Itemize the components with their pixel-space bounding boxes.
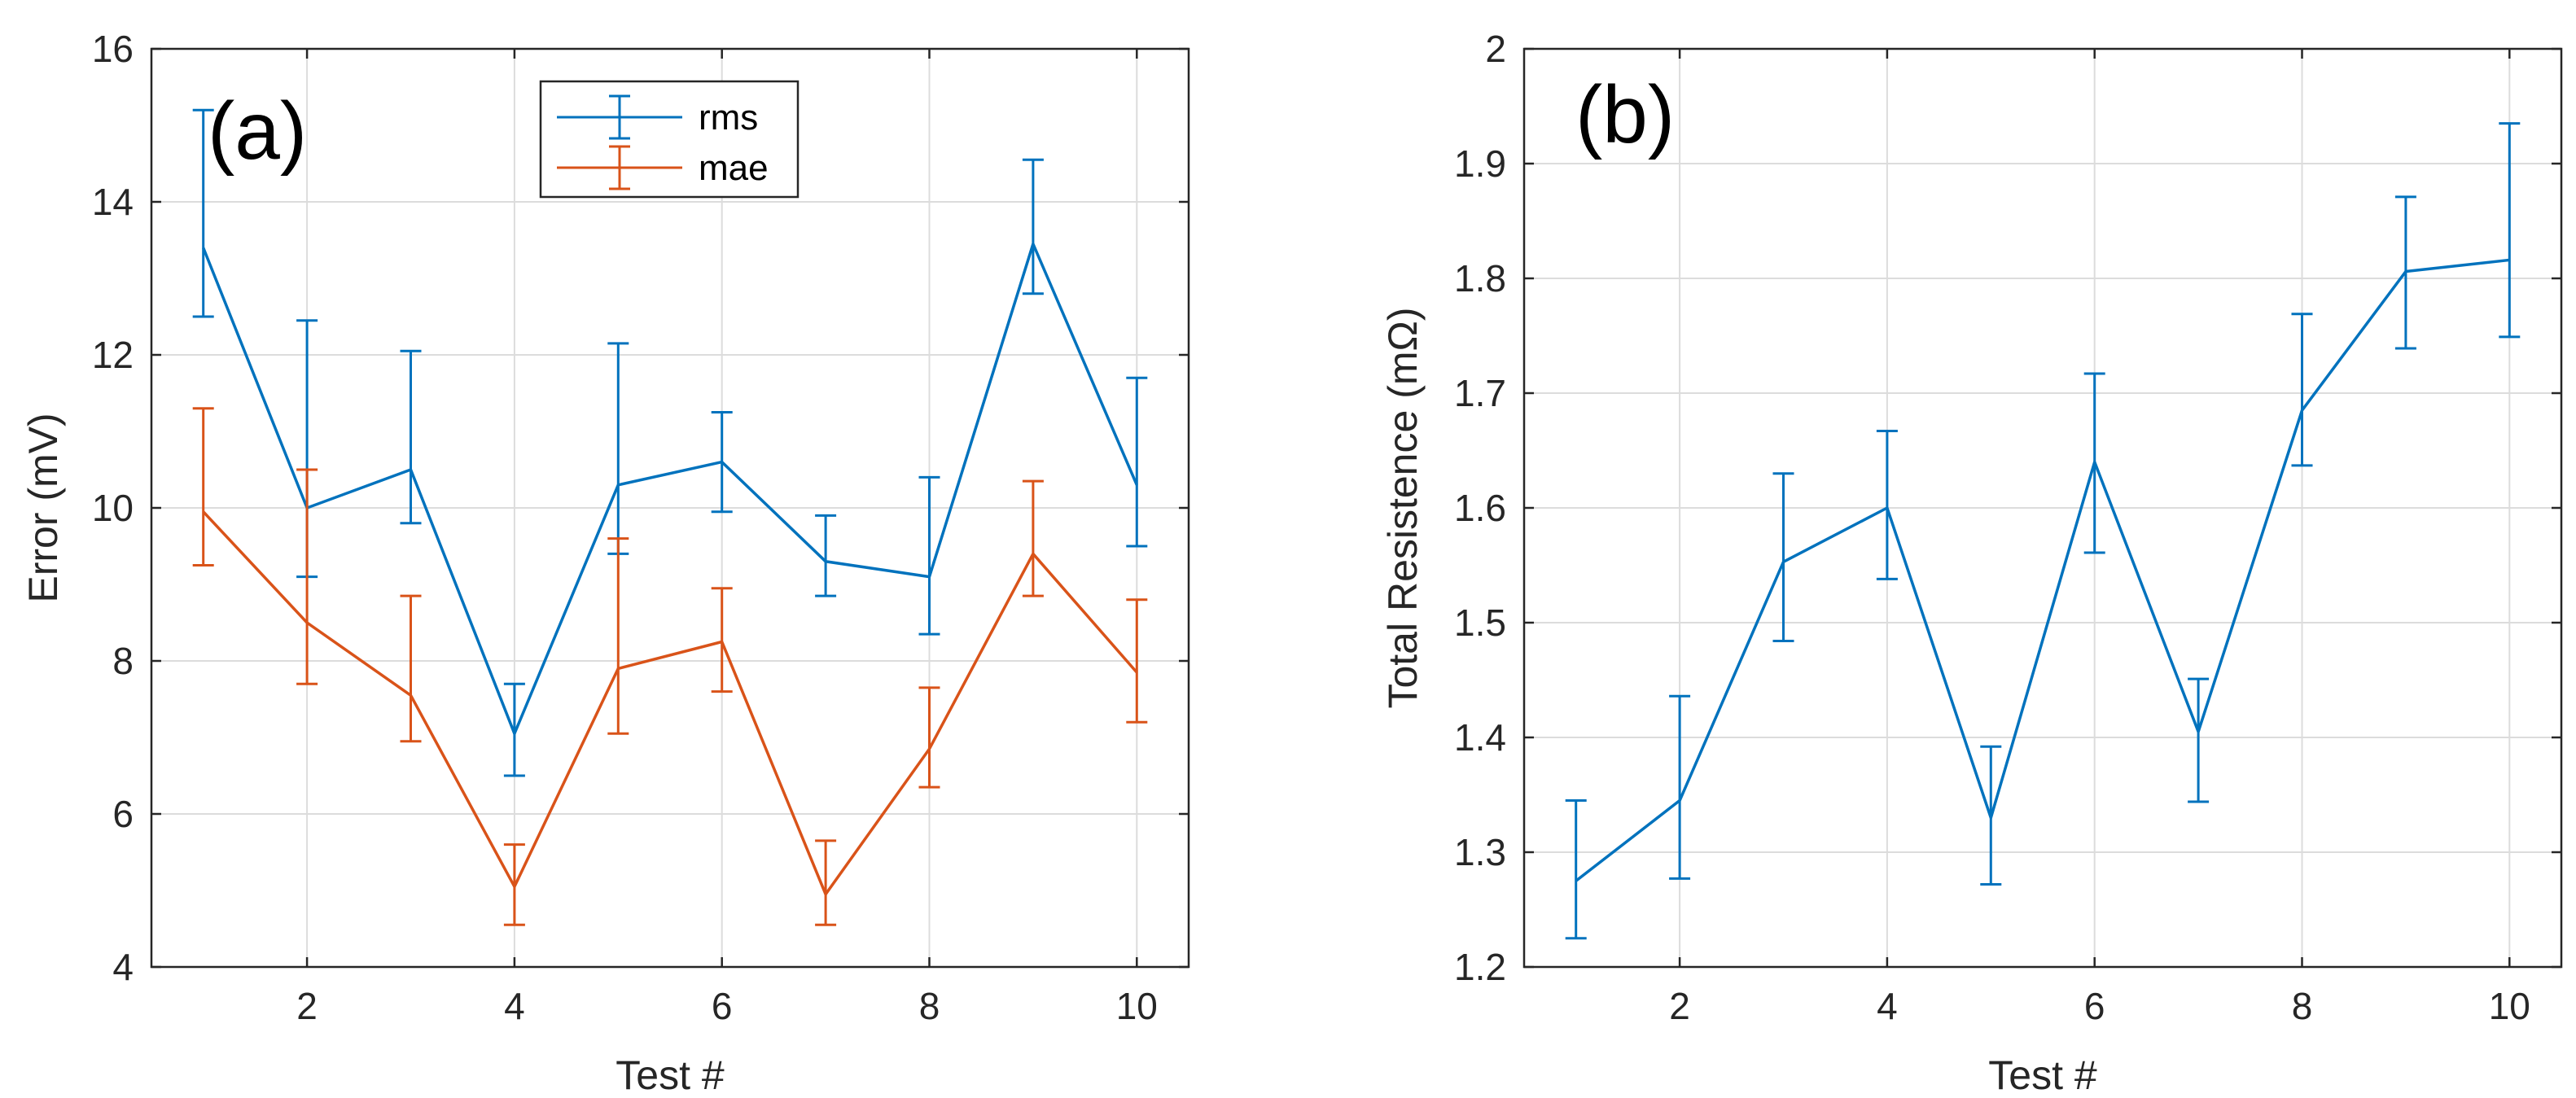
error-bar — [815, 514, 837, 597]
error-bar — [192, 407, 214, 566]
error-bar — [918, 686, 940, 789]
x-tick-label: 2 — [296, 985, 318, 1027]
error-bar — [1772, 472, 1794, 643]
error-bar — [1022, 158, 1044, 295]
chart-panel-a: 2 4 6 8 10 4 6 8 10 12 14 16 Test # Error (mV) (a) rms m… — [20, 28, 1190, 1098]
x-tick-label: 2 — [1669, 985, 1690, 1027]
legend: rms mae — [539, 80, 800, 199]
y-tick-label: 1.5 — [1454, 601, 1506, 644]
x-axis-label: Test # — [1988, 1052, 2097, 1098]
chart-panel-b: 2 4 6 8 10 1.2 1.3 1.4 1.5 1.6 1.7 1.8 1.9 2 Test # Tot… — [1380, 28, 2563, 1098]
error-bar — [2188, 677, 2210, 803]
error-bar — [296, 468, 318, 685]
y-tick-label: 1.6 — [1454, 487, 1506, 529]
series-mae — [192, 407, 1148, 926]
panel-label: (a) — [208, 85, 307, 177]
y-tick-label: 1.4 — [1454, 716, 1506, 759]
x-tick-label: 10 — [1116, 985, 1158, 1027]
error-bar — [815, 839, 837, 926]
error-bar — [400, 349, 422, 525]
y-axis-label: Total Resistence (mΩ) — [1380, 307, 1426, 708]
panel-label: (b) — [1575, 69, 1675, 160]
series-line — [1575, 258, 2510, 882]
series-line — [202, 242, 1138, 736]
y-axis-label: Error (mV) — [20, 413, 66, 602]
y-tick-label: 1.3 — [1454, 831, 1506, 873]
error-bar — [1876, 430, 1898, 580]
series-resistance — [1565, 122, 2521, 940]
error-bar — [918, 475, 940, 636]
y-tick-label: 16 — [92, 28, 134, 70]
series-line — [202, 510, 1138, 896]
y-tick-label: 1.2 — [1454, 946, 1506, 988]
y-tick-label: 10 — [92, 487, 134, 529]
y-tick-label: 14 — [92, 181, 134, 223]
error-bar — [1565, 799, 1587, 940]
error-bar — [711, 587, 733, 693]
error-bar — [2291, 313, 2313, 467]
x-axis-label: Test # — [616, 1052, 725, 1098]
x-tick-label: 4 — [504, 985, 525, 1027]
error-bar — [1669, 694, 1691, 880]
legend-item-mae: mae — [557, 145, 769, 190]
x-tick-label: 8 — [2292, 985, 2313, 1027]
legend-label: mae — [699, 148, 769, 188]
y-tick-label: 12 — [92, 334, 134, 376]
x-tick-label: 4 — [1877, 985, 1898, 1027]
error-bar — [400, 594, 422, 743]
x-tick-label: 6 — [712, 985, 733, 1027]
y-tick-label: 1.7 — [1454, 372, 1506, 414]
error-bar — [607, 342, 629, 555]
legend-label: rms — [699, 98, 758, 138]
y-tick-label: 1.9 — [1454, 142, 1506, 185]
error-bar — [1126, 376, 1148, 548]
error-bar — [1126, 598, 1148, 724]
x-tick-label: 10 — [2489, 985, 2530, 1027]
y-tick-label: 1.8 — [1454, 257, 1506, 300]
error-bar — [1022, 479, 1044, 597]
y-tick-label: 2 — [1485, 28, 1506, 70]
y-tick-label: 6 — [112, 793, 134, 835]
legend-item-rms: rms — [557, 94, 758, 140]
error-bar — [192, 108, 214, 318]
error-bar — [607, 537, 629, 735]
error-bar — [2499, 122, 2521, 339]
x-tick-label: 8 — [919, 985, 940, 1027]
series-rms — [192, 108, 1148, 777]
legend-box — [539, 80, 800, 199]
x-tick-label: 6 — [2084, 985, 2105, 1027]
y-tick-label: 4 — [112, 946, 134, 988]
y-tick-label: 8 — [112, 640, 134, 682]
